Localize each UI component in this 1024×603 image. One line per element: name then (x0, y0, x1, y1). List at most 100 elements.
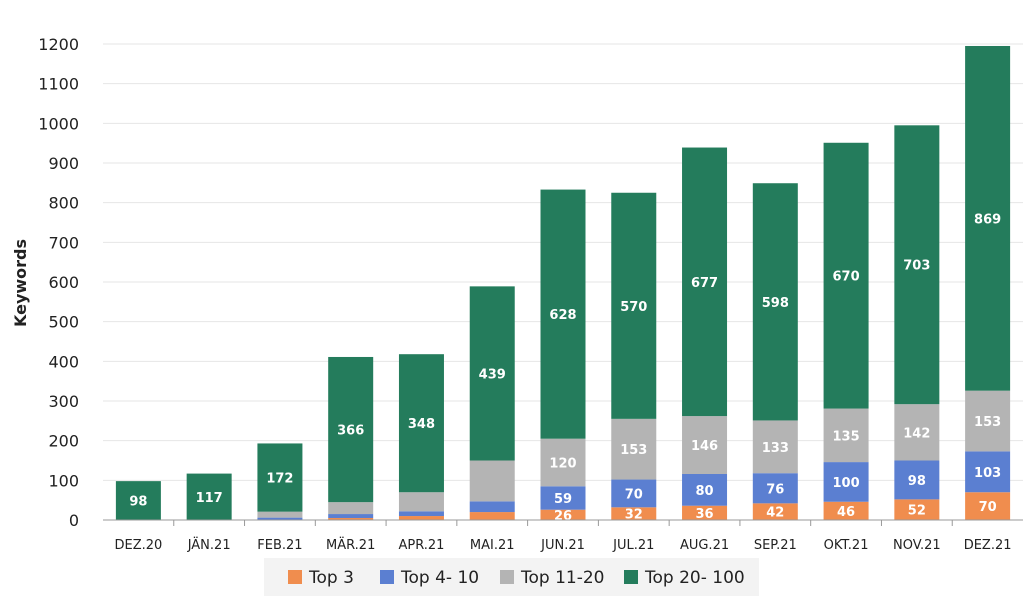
bar-segment (752, 473, 798, 504)
bar-segment (682, 147, 728, 417)
data-label: 52 (908, 504, 926, 519)
bar-segment (611, 507, 657, 520)
x-tick-label: JÄN.21 (187, 537, 231, 553)
legend-swatch (380, 570, 394, 584)
legend-swatch (288, 570, 302, 584)
bar-segment (540, 486, 586, 510)
bar-segment (682, 416, 728, 474)
bar-segment (965, 492, 1011, 520)
legend-label: Top 4- 10 (400, 568, 479, 588)
bar-segment (965, 45, 1011, 391)
x-tick-label: AUG.21 (680, 538, 729, 553)
bar-segment (115, 481, 161, 520)
bar-segment (257, 443, 303, 512)
legend-label: Top 3 (308, 568, 354, 588)
bar-segment (611, 418, 657, 480)
data-label: 628 (549, 308, 576, 323)
x-tick-label: APR.21 (398, 538, 444, 553)
legend-label: Top 11-20 (520, 568, 605, 588)
data-label: 59 (554, 492, 572, 507)
y-axis-ticks: 0 100 200 300 400 500 600 700 800 900 1000 1100 1200 (38, 35, 79, 530)
data-label: 570 (620, 300, 647, 315)
y-tick-label: 300 (48, 392, 79, 411)
y-tick-label: 900 (48, 154, 79, 173)
bar-segment (398, 511, 444, 517)
y-tick-label: 0 (69, 511, 79, 530)
data-label: 98 (908, 474, 926, 489)
bar-segment (540, 438, 586, 487)
bar-segment (823, 462, 869, 502)
bar-segment (328, 356, 374, 503)
data-label: 133 (762, 441, 789, 456)
bar-segment (469, 286, 515, 461)
x-tick-label: SEP.21 (754, 538, 797, 553)
data-label: 80 (695, 484, 713, 499)
x-tick-label: OKT.21 (824, 538, 869, 553)
y-tick-label: 500 (48, 313, 79, 332)
y-tick-label: 600 (48, 273, 79, 292)
bar-segment (752, 503, 798, 520)
bar-segment (398, 492, 444, 512)
data-label: 366 (337, 424, 364, 439)
data-label: 103 (974, 466, 1001, 481)
y-tick-label: 1100 (38, 75, 79, 94)
data-label: 135 (833, 429, 860, 444)
data-label: 100 (833, 476, 860, 491)
data-label: 703 (903, 259, 930, 274)
bar-segment (823, 408, 869, 463)
data-label: 42 (766, 506, 784, 521)
bar-segment (469, 512, 515, 520)
y-tick-label: 1200 (38, 35, 79, 54)
x-tick-label: JUL.21 (612, 538, 654, 553)
data-label: 70 (979, 500, 997, 515)
data-label: 439 (479, 367, 506, 382)
data-label: 869 (974, 212, 1001, 227)
bar-segment (328, 518, 374, 520)
bar-segment (611, 192, 657, 419)
data-label: 146 (691, 439, 718, 454)
data-label: 70 (625, 487, 643, 502)
data-label: 153 (974, 415, 1001, 430)
bar-segment (257, 517, 303, 520)
x-tick-label: FEB.21 (257, 538, 302, 553)
bar-segment (328, 514, 374, 519)
bar-segment (398, 354, 444, 493)
data-label: 348 (408, 417, 435, 432)
data-label: 32 (625, 508, 643, 523)
y-tick-label: 800 (48, 194, 79, 213)
bar-segment (257, 511, 303, 518)
bar-segment (469, 501, 515, 513)
x-tick-label: NOV.21 (893, 538, 941, 553)
legend: Top 3 Top 4- 10 Top 11-20 Top 20- 100 (288, 568, 745, 588)
data-label: 598 (762, 296, 789, 311)
x-tick-label: MAI.21 (470, 538, 515, 553)
y-tick-label: 100 (48, 471, 79, 490)
data-label: 76 (766, 482, 784, 497)
bar-segment (965, 390, 1011, 452)
bar-segment (611, 479, 657, 508)
y-tick-label: 400 (48, 352, 79, 371)
bar-segment (186, 473, 232, 520)
bar-segment (682, 473, 728, 506)
data-label: 98 (129, 495, 147, 510)
y-tick-label: 700 (48, 233, 79, 252)
x-tick-label: MÄR.21 (326, 537, 375, 553)
x-tick-label: JUN.21 (540, 538, 585, 553)
bar-segment (894, 499, 940, 520)
y-axis-label: Keywords (11, 239, 30, 327)
data-label: 46 (837, 505, 855, 520)
y-tick-label: 200 (48, 432, 79, 451)
bar-segment (540, 509, 586, 520)
legend-swatch (624, 570, 638, 584)
x-axis-ticks: DEZ.20 JÄN.21 FEB.21 MÄR.21 APR.21 MAI.21 JUN.… (114, 520, 1012, 553)
data-label: 677 (691, 276, 718, 291)
data-label: 670 (833, 270, 860, 285)
bar-segment (894, 404, 940, 461)
x-tick-label: DEZ.20 (114, 538, 162, 553)
bar-segment (965, 451, 1011, 493)
data-label: 153 (620, 443, 647, 458)
legend-swatch (500, 570, 514, 584)
bar-segment (469, 460, 515, 502)
legend-label: Top 20- 100 (644, 568, 745, 588)
data-label: 142 (903, 426, 930, 441)
